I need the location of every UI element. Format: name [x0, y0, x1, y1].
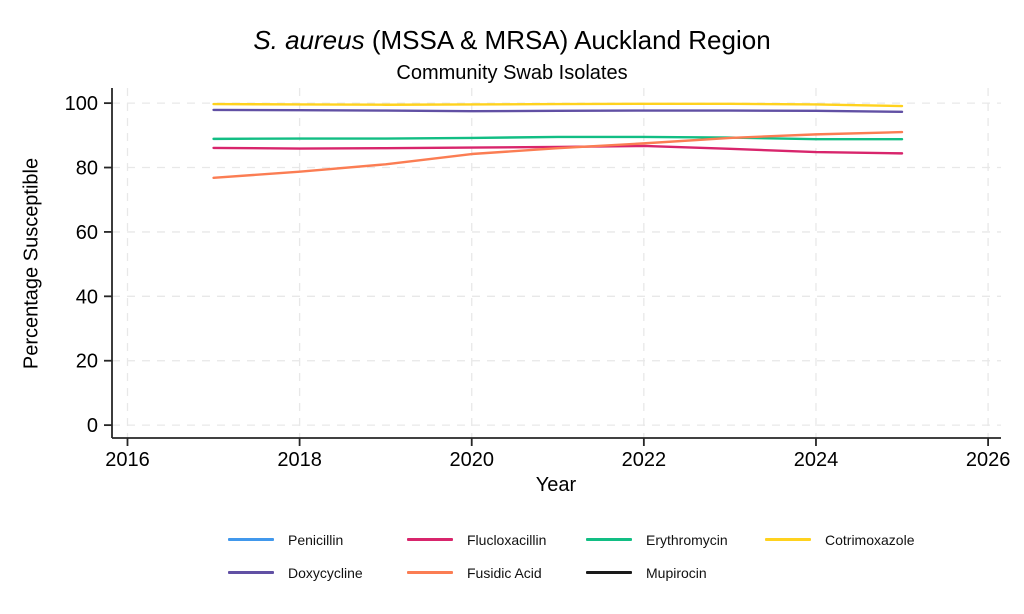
chart-title-species: S. aureus [253, 25, 365, 55]
x-tick-label: 2018 [277, 449, 322, 471]
chart-subtitle: Community Swab Isolates [396, 62, 628, 84]
chart-title-rest: (MSSA & MRSA) Auckland Region [364, 25, 771, 55]
x-tick-label: 2024 [794, 449, 839, 471]
x-tick-label: 2016 [105, 449, 150, 471]
legend-swatch-mupirocin [586, 571, 632, 574]
chart-title: S. aureus (MSSA & MRSA) Auckland Region [0, 24, 1024, 56]
legend-item-penicillin: Penicillin [228, 531, 407, 548]
legend-label-erythromycin: Erythromycin [646, 531, 728, 548]
y-tick-label: 100 [65, 93, 98, 115]
y-tick-label: 40 [76, 286, 98, 308]
legend-label-doxycycline: Doxycycline [288, 564, 363, 581]
legend-label-penicillin: Penicillin [288, 531, 344, 548]
x-tick-label: 2022 [622, 449, 667, 471]
chart-legend: Penicillin Flucloxacillin Erythromycin C… [228, 531, 914, 581]
legend-label-fusidic-acid: Fusidic Acid [467, 564, 542, 581]
series-line-fusidic-acid [212, 130, 904, 180]
legend-item-doxycycline: Doxycycline [228, 564, 407, 581]
series-line-cotrimoxazole [212, 102, 904, 108]
legend-item-fusidic-acid: Fusidic Acid [407, 564, 586, 581]
y-tick-label: 60 [76, 222, 98, 244]
series-line-doxycycline [212, 108, 904, 114]
legend-swatch-fusidic-acid [407, 571, 453, 574]
x-axis-label: Year [535, 474, 577, 496]
series-line-flucloxacillin [212, 144, 904, 155]
legend-swatch-doxycycline [228, 571, 274, 574]
y-tick-label: 80 [76, 158, 98, 180]
y-tick-label: 20 [76, 351, 98, 373]
legend-item-flucloxacillin: Flucloxacillin [407, 531, 586, 548]
series-line-erythromycin [212, 135, 904, 141]
legend-item-cotrimoxazole: Cotrimoxazole [765, 531, 914, 548]
legend-swatch-flucloxacillin [407, 538, 453, 541]
legend-swatch-erythromycin [586, 538, 632, 541]
legend-item-erythromycin: Erythromycin [586, 531, 765, 548]
legend-label-mupirocin: Mupirocin [646, 564, 707, 581]
legend-swatch-cotrimoxazole [765, 538, 811, 541]
legend-item-mupirocin: Mupirocin [586, 564, 765, 581]
x-tick-label: 2026 [966, 449, 1011, 471]
x-tick-label: 2020 [449, 449, 494, 471]
legend-swatch-penicillin [228, 538, 274, 541]
legend-label-cotrimoxazole: Cotrimoxazole [825, 531, 915, 548]
y-tick-label: 0 [87, 415, 98, 437]
legend-label-flucloxacillin: Flucloxacillin [467, 531, 547, 548]
